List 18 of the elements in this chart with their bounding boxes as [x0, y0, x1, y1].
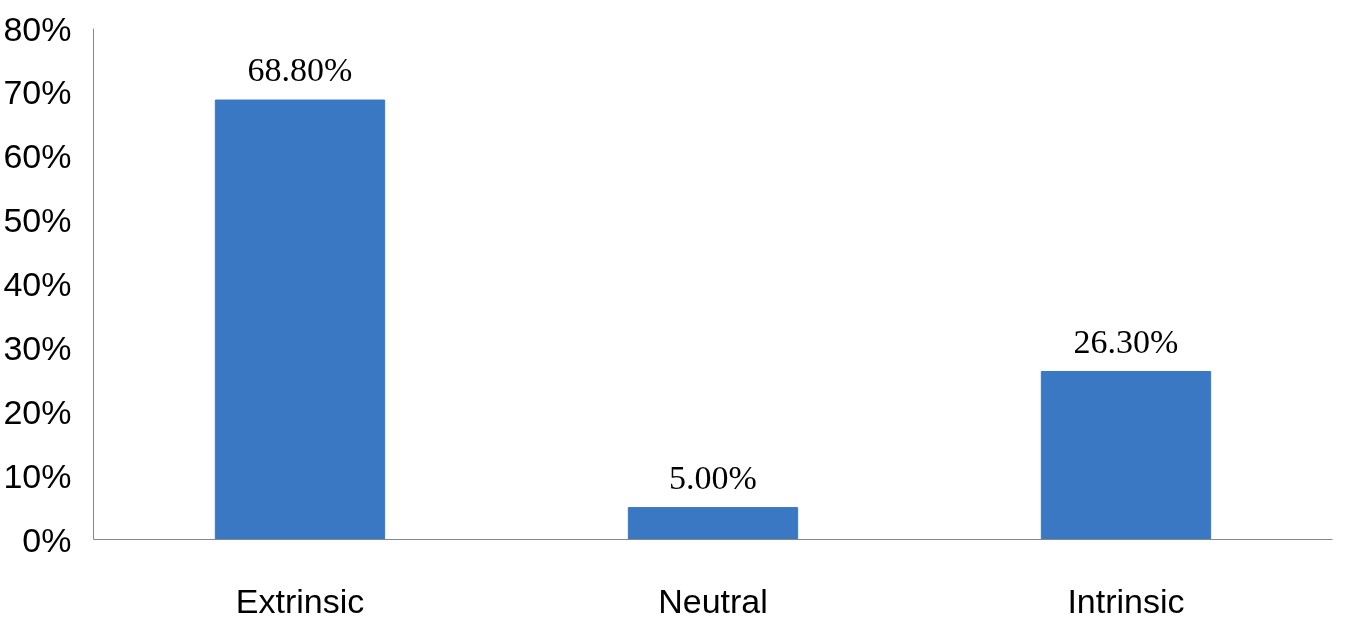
y-tick-label: 20%: [3, 392, 72, 431]
data-label: 68.80%: [247, 51, 353, 89]
data-label: 26.30%: [1073, 322, 1179, 360]
y-tick-label: 0%: [22, 520, 72, 559]
bar: [214, 99, 386, 540]
bar: [1040, 371, 1212, 540]
y-tick-label: 40%: [3, 265, 72, 303]
y-tick-label: 80%: [3, 9, 72, 48]
x-tick-label: Extrinsic: [235, 581, 365, 620]
y-tick-label: 10%: [3, 456, 72, 495]
x-tick-label: Neutral: [658, 581, 768, 620]
y-tick-label: 50%: [3, 201, 72, 240]
y-tick-label: 60%: [3, 137, 72, 176]
x-tick-label: Intrinsic: [1067, 581, 1185, 620]
data-label: 5.00%: [669, 458, 757, 496]
bar: [627, 507, 799, 540]
y-tick-label: 70%: [3, 73, 72, 112]
y-tick-label: 30%: [3, 328, 72, 367]
